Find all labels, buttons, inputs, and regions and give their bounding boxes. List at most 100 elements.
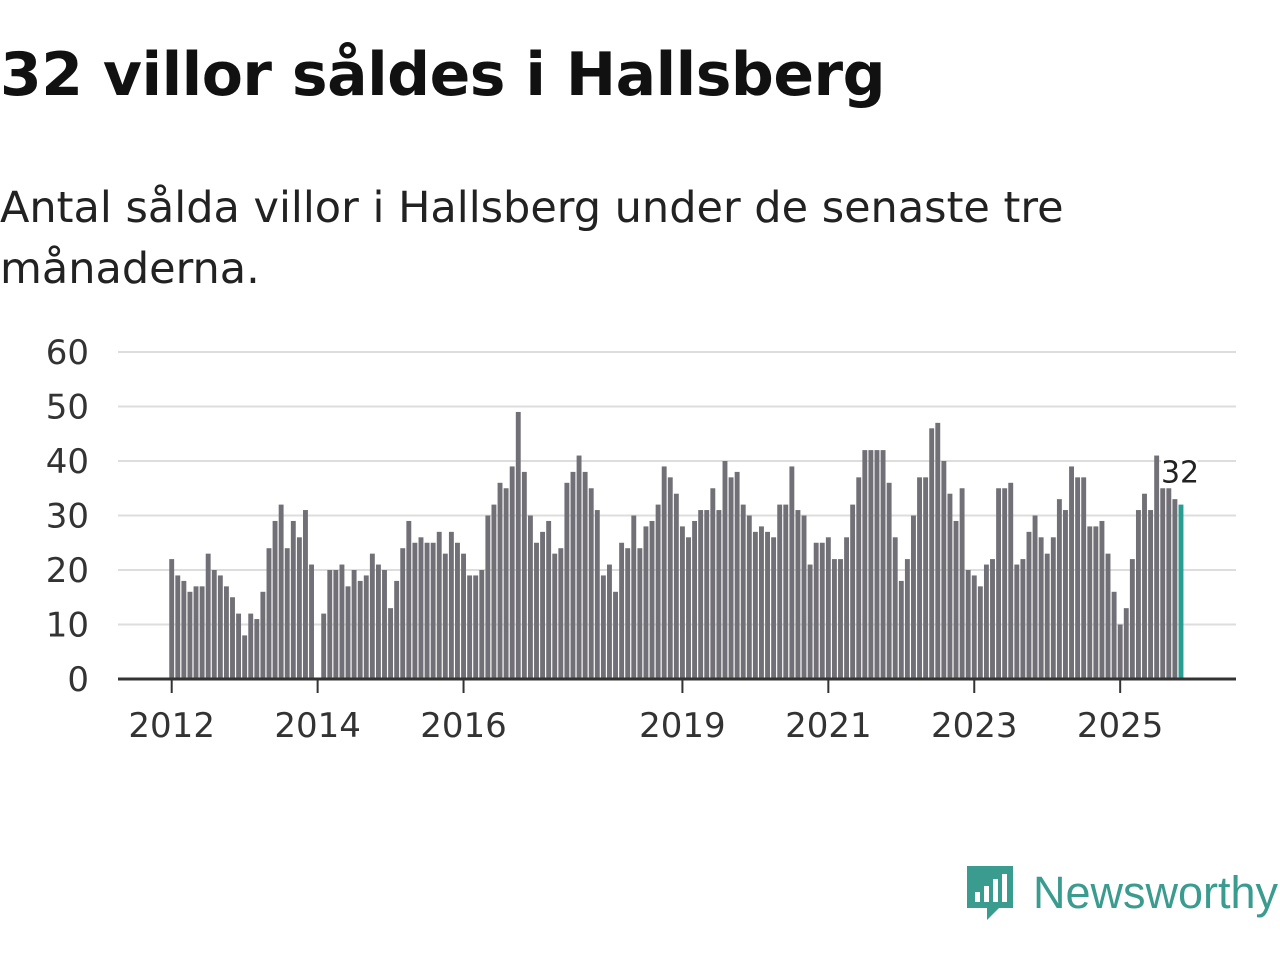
bar bbox=[929, 428, 935, 679]
bar bbox=[321, 613, 327, 679]
x-tick-label: 2016 bbox=[420, 706, 507, 746]
bar bbox=[412, 542, 418, 679]
y-tick-label: 10 bbox=[46, 606, 89, 646]
bar bbox=[765, 531, 770, 679]
bar bbox=[686, 537, 691, 679]
bar bbox=[892, 537, 898, 679]
bar bbox=[594, 510, 600, 679]
bar bbox=[613, 591, 618, 679]
bar bbox=[977, 586, 983, 679]
bar bbox=[1032, 515, 1038, 679]
bar bbox=[655, 504, 661, 679]
bar bbox=[333, 570, 339, 679]
x-tick-label: 2014 bbox=[274, 706, 361, 746]
bar bbox=[527, 515, 533, 679]
bar bbox=[345, 586, 351, 679]
bar bbox=[503, 488, 509, 679]
bar bbox=[868, 450, 874, 679]
y-tick-label: 0 bbox=[67, 660, 89, 700]
bar-chart: 0 10 20 30 40 50 60 2012 2014 2016 2019 2021 2023 202… bbox=[46, 333, 1236, 746]
bar bbox=[1038, 537, 1044, 679]
bar bbox=[418, 537, 424, 679]
axes: 0 10 20 30 40 50 60 2012 2014 2016 2019 2021 2023 202… bbox=[46, 333, 1236, 746]
bar bbox=[692, 520, 698, 679]
bar bbox=[1117, 624, 1123, 679]
bar bbox=[521, 471, 527, 679]
bar bbox=[455, 542, 460, 679]
bar bbox=[1111, 591, 1117, 679]
bar bbox=[540, 531, 546, 679]
latest-value-label: 32 bbox=[1161, 456, 1199, 491]
bar bbox=[1002, 488, 1008, 679]
brand-name: Newsworthy bbox=[1033, 867, 1279, 918]
bar bbox=[1148, 510, 1154, 679]
bar bbox=[309, 564, 314, 679]
bar bbox=[199, 586, 205, 679]
bar bbox=[801, 515, 807, 679]
bar bbox=[807, 564, 813, 679]
bar bbox=[193, 586, 199, 679]
bar bbox=[850, 504, 856, 679]
bar bbox=[339, 564, 345, 679]
bar bbox=[497, 482, 503, 679]
bar bbox=[819, 542, 825, 679]
bar bbox=[734, 471, 740, 679]
bar bbox=[856, 477, 862, 679]
bar bbox=[838, 559, 843, 679]
bar bbox=[941, 461, 947, 679]
bar bbox=[971, 575, 977, 679]
bar bbox=[406, 520, 412, 679]
bar bbox=[607, 564, 612, 679]
bar bbox=[582, 471, 588, 679]
bar bbox=[1069, 466, 1074, 679]
bar bbox=[175, 575, 181, 679]
bar bbox=[1105, 553, 1111, 679]
bar bbox=[679, 526, 685, 679]
bar bbox=[248, 613, 254, 679]
y-tick-label: 50 bbox=[46, 388, 89, 428]
bar bbox=[1129, 559, 1135, 679]
bar bbox=[485, 515, 491, 679]
bar bbox=[904, 559, 910, 679]
bar bbox=[649, 520, 655, 679]
bar bbox=[716, 510, 722, 679]
bar bbox=[1056, 499, 1062, 679]
bar bbox=[351, 570, 357, 679]
bar bbox=[728, 477, 734, 679]
bar bbox=[1081, 477, 1087, 679]
bar bbox=[667, 477, 673, 679]
bar bbox=[442, 553, 448, 679]
bar bbox=[473, 575, 479, 679]
bar bbox=[272, 520, 278, 679]
bar bbox=[844, 537, 850, 679]
bar bbox=[1087, 526, 1093, 679]
bar bbox=[1099, 520, 1105, 679]
bar bbox=[546, 520, 552, 679]
y-tick-label: 60 bbox=[46, 333, 89, 373]
bar bbox=[205, 553, 211, 679]
bar bbox=[424, 542, 430, 679]
bar bbox=[710, 488, 716, 679]
bar bbox=[825, 537, 831, 679]
bar bbox=[698, 510, 704, 679]
x-tick-label: 2025 bbox=[1077, 706, 1164, 746]
brand: Newsworthy bbox=[965, 864, 1278, 922]
bar bbox=[983, 564, 989, 679]
bar bbox=[898, 580, 904, 679]
bar bbox=[1044, 553, 1050, 679]
bar bbox=[1075, 477, 1081, 679]
bar bbox=[230, 597, 235, 679]
bar bbox=[783, 504, 789, 679]
bar bbox=[290, 520, 296, 679]
bar bbox=[375, 564, 381, 679]
bar bbox=[1154, 455, 1160, 679]
bar bbox=[223, 586, 229, 679]
bar bbox=[382, 570, 387, 679]
bar bbox=[570, 471, 576, 679]
bar bbox=[363, 575, 369, 679]
bar bbox=[1093, 526, 1099, 679]
bar bbox=[491, 504, 497, 679]
bar bbox=[746, 515, 752, 679]
bar bbox=[880, 450, 886, 679]
bar-latest bbox=[1178, 504, 1184, 679]
